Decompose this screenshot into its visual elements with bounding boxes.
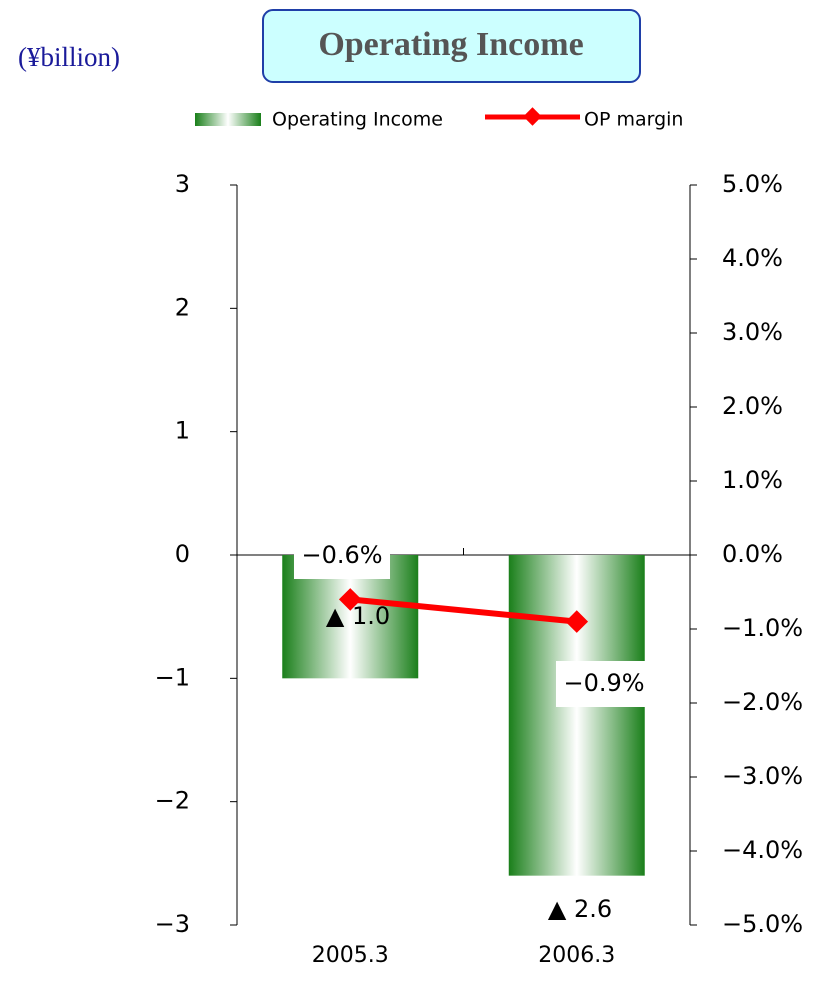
y-tick-label: 2 [175, 293, 190, 321]
data-label-bg [294, 533, 390, 579]
bar [508, 555, 645, 876]
y2-tick-label: 0.0% [722, 540, 783, 568]
y2-tick-label: −5.0% [722, 910, 803, 938]
y2-tick-label: −4.0% [722, 836, 803, 864]
y2-tick-label: 4.0% [722, 244, 783, 272]
y-tick-label: −2 [155, 787, 190, 815]
data-label: ▲ 2.6 [548, 895, 612, 923]
chart-title: Operating Income [318, 26, 583, 63]
unit-label: (¥billion) [18, 42, 120, 72]
y-tick-label: −1 [155, 663, 190, 691]
line [349, 596, 578, 625]
y2-tick-label: 1.0% [722, 466, 783, 494]
y-tick-label: 1 [175, 417, 190, 445]
y2-tick-label: 2.0% [722, 392, 783, 420]
y2-tick-label: −3.0% [722, 762, 803, 790]
title-box [262, 9, 641, 83]
legend-marker [523, 107, 542, 126]
y-tick-label: 3 [175, 170, 190, 198]
y2-tick-label: 5.0% [722, 170, 783, 198]
y2-tick-label: −1.0% [722, 614, 803, 642]
marker [338, 588, 362, 611]
legend-label: OP margin [584, 109, 683, 131]
y2-tick-label: −2.0% [722, 688, 803, 716]
legend-swatch [195, 113, 261, 126]
marker [565, 610, 589, 633]
data-label-bg [556, 661, 652, 707]
y2-tick-label: 3.0% [722, 318, 783, 346]
x-tick-label: 2005.3 [312, 943, 389, 968]
x-tick-label: 2006.3 [538, 943, 615, 968]
legend-label: Operating Income [272, 109, 443, 131]
y-tick-label: −3 [155, 910, 190, 938]
y-tick-label: 0 [175, 540, 190, 568]
data-label: ▲ 1.0 [326, 602, 390, 630]
data-label: −0.9% [563, 669, 644, 697]
data-label: −0.6% [301, 541, 382, 569]
